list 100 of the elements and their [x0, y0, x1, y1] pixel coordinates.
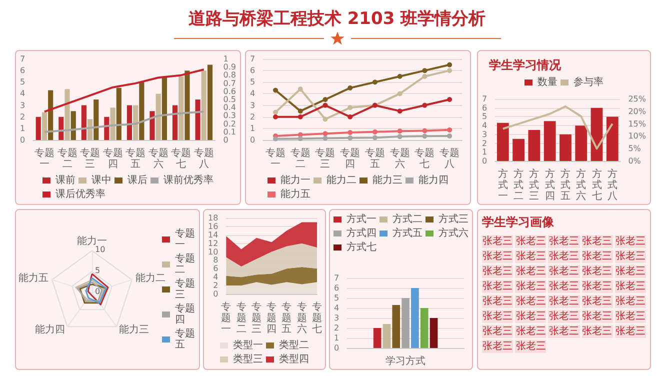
text: 张老三 — [614, 250, 646, 263]
y-tick-label: 0 — [482, 156, 488, 166]
point — [322, 136, 328, 141]
legend-label: 数量 — [538, 77, 558, 88]
spoke-label: 能力二 — [136, 272, 166, 284]
legend-label: 类型一 — [233, 339, 263, 351]
bar — [512, 138, 524, 161]
y-tick-label: 2 — [334, 324, 340, 332]
point — [372, 135, 378, 140]
bar — [64, 89, 70, 140]
spoke-label: 能力五 — [18, 272, 48, 284]
y-tick-label: 3 — [20, 100, 26, 110]
point — [322, 102, 328, 108]
y-tick-label: 2 — [250, 112, 256, 122]
y-tick-label: 10 — [208, 247, 218, 256]
text: 学生学习画像 — [482, 214, 555, 231]
y-tick-label: 2 — [482, 138, 488, 148]
bar — [172, 105, 178, 140]
text: 张老三 — [582, 265, 613, 278]
text: 张老三 — [515, 250, 546, 263]
chart-title: 学生学习情况 — [489, 58, 562, 72]
text: 张老三 — [515, 310, 546, 323]
bar — [420, 308, 428, 348]
text: 张老三 — [515, 280, 546, 293]
point — [447, 97, 452, 102]
x-tick-label: 方式三 — [529, 168, 540, 202]
bar — [133, 105, 138, 140]
text: 张老三 — [515, 295, 546, 308]
legend-label: 类型四 — [279, 353, 309, 365]
x-tick-label: 专题四 — [102, 147, 123, 170]
legend-label: 能力二 — [326, 174, 356, 186]
legend-label: 方式二 — [392, 213, 422, 225]
y-tick-label: 0 — [95, 287, 100, 296]
legend-label: 类型三 — [233, 353, 263, 365]
point — [348, 105, 353, 110]
legend-label: 能力一 — [280, 174, 310, 186]
bar — [544, 121, 556, 161]
legend-label: 专题一 — [175, 228, 195, 250]
x-tick-label: 专题五 — [126, 147, 146, 170]
point — [397, 74, 402, 79]
point — [422, 128, 428, 134]
y2-tick-label: 0.3 — [223, 111, 236, 120]
text: 张老三 — [515, 325, 546, 338]
text: 张老三 — [482, 265, 514, 278]
point — [298, 86, 303, 92]
y-tick-label: 5 — [95, 266, 100, 276]
text: 张老三 — [582, 295, 613, 308]
point — [273, 110, 278, 115]
legend-label: 方式三 — [438, 213, 468, 225]
bar — [528, 130, 540, 161]
bar — [94, 100, 99, 140]
legend-label: 课后 — [128, 174, 148, 186]
y2-tick-label: 25% — [628, 94, 646, 104]
text: 道路与桥梁工程技术 2103 班学情分析 — [187, 8, 487, 30]
point — [447, 68, 452, 74]
x-tick-label: 专题一 — [34, 147, 54, 170]
y-tick-label: 12 — [208, 238, 218, 248]
point — [298, 108, 303, 114]
x-tick-label: 专题四 — [340, 147, 360, 170]
legend-label: 能力三 — [372, 174, 402, 186]
point — [372, 80, 378, 85]
y-tick-label: 6 — [482, 103, 488, 112]
bar — [430, 318, 438, 348]
text: 张老三 — [614, 280, 646, 293]
y-tick-label: 2 — [20, 112, 26, 122]
y-tick-label: 3 — [482, 130, 488, 139]
point — [273, 114, 278, 120]
x-tick-label: 专题四 — [266, 301, 277, 335]
x-tick-label: 专题三 — [251, 301, 262, 335]
point — [348, 114, 353, 120]
y-tick-label: 16 — [208, 222, 218, 231]
y-tick-label: 10 — [95, 245, 106, 254]
y-tick-label: 8 — [213, 256, 218, 265]
bar — [139, 82, 144, 140]
legend-label: 专题三 — [175, 278, 195, 300]
text: 张老三 — [515, 265, 546, 278]
x-tick-label: 方式二 — [514, 168, 524, 202]
x-tick-label: 专题五 — [282, 301, 292, 335]
y-tick-label: 5 — [20, 78, 26, 87]
line-series — [43, 68, 205, 113]
spoke-label: 能力一 — [77, 235, 107, 248]
bar — [156, 94, 161, 140]
y-tick-label: 1 — [250, 124, 256, 133]
y-tick-label: 7 — [250, 54, 256, 64]
y-tick-label: 6 — [20, 66, 26, 76]
y-tick-label: 0 — [213, 290, 218, 298]
bar — [560, 134, 572, 161]
point — [422, 134, 428, 139]
point — [298, 114, 303, 120]
y2-tick-label: 0.4 — [223, 103, 236, 112]
y2-tick-label: 15% — [628, 119, 646, 128]
bar — [184, 70, 190, 140]
y-tick-label: 1 — [20, 124, 26, 133]
y-tick-label: 4 — [213, 272, 218, 282]
text: 张老三 — [482, 235, 514, 248]
x-tick-label: 专题六 — [390, 147, 410, 170]
legend-label: 课前 — [56, 174, 76, 186]
bar — [373, 328, 382, 348]
y-tick-label: 7 — [334, 274, 340, 282]
text: 张老三 — [548, 235, 580, 248]
